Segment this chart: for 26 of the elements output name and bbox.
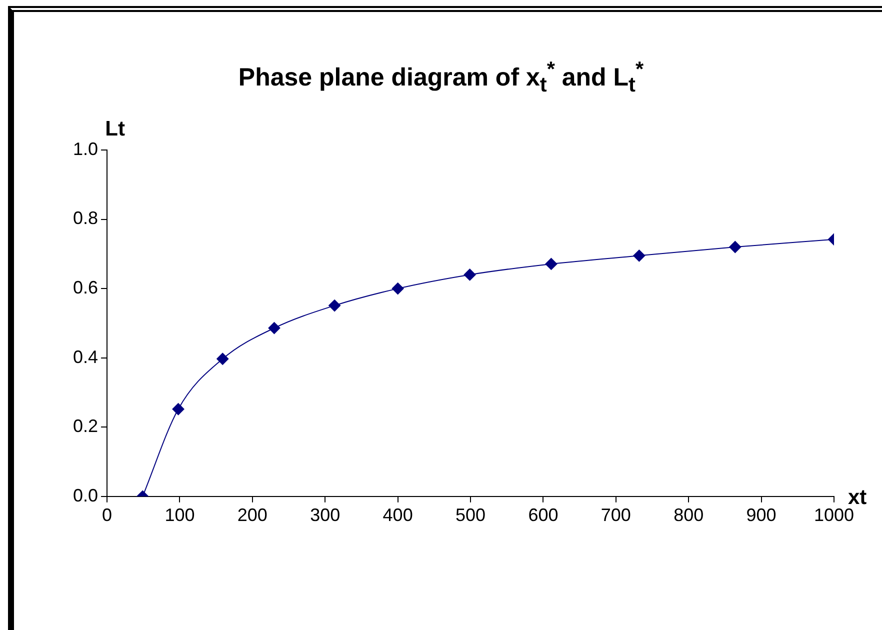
y-tick-label: 0.6 — [72, 278, 98, 298]
y-tick-label: 0.2 — [72, 416, 98, 436]
point — [392, 282, 404, 295]
x-tick-label: 600 — [528, 505, 558, 526]
point — [633, 250, 646, 262]
point — [545, 258, 558, 270]
point — [216, 352, 229, 365]
y-tick-label: 1.0 — [72, 138, 98, 159]
x-tick-label: 700 — [600, 505, 631, 526]
x-tick-label: 200 — [237, 505, 268, 526]
point — [268, 322, 280, 334]
point — [729, 240, 742, 253]
x-tick-label: 900 — [746, 505, 776, 526]
x-tick-label: 400 — [382, 505, 413, 526]
x-tick-label: 500 — [455, 505, 486, 526]
y-tick-label: 0.4 — [72, 346, 98, 367]
x-tick-label: 800 — [674, 505, 704, 526]
x-tick-label: 100 — [164, 505, 195, 526]
y-tick-label: 0.0 — [72, 485, 98, 506]
point — [464, 268, 476, 281]
y-axis-title: Lt — [105, 117, 125, 140]
x-tick-label: 0 — [102, 505, 112, 526]
y-tick-label: 0.8 — [72, 208, 98, 228]
point — [328, 300, 341, 312]
x-tick-label: 300 — [310, 505, 340, 526]
point — [172, 403, 184, 416]
